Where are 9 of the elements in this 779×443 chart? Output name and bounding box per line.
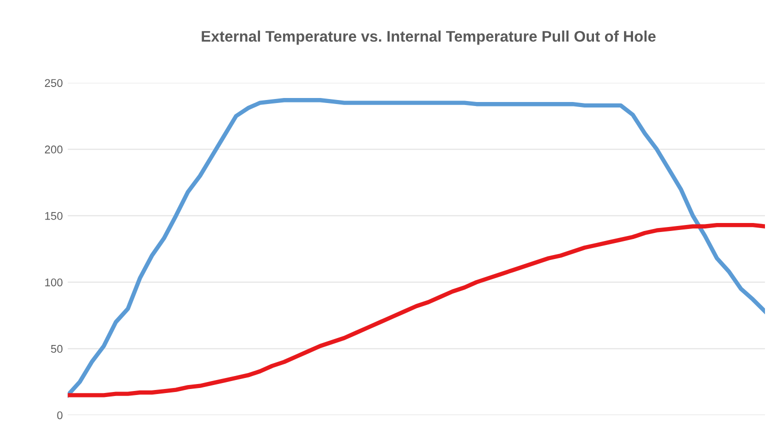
y-tick-label: 150 (45, 212, 62, 220)
y-tick-label: 250 (44, 79, 62, 87)
line-series (68, 222, 765, 398)
line-series (68, 98, 765, 398)
chart-title: External Temperature vs. Internal Temperature Pull Out of Hole (202, 30, 656, 45)
y-tick-label: 200 (44, 146, 62, 154)
y-tick-label: 50 (51, 344, 62, 353)
y-tick-label: 0 (57, 411, 62, 420)
y-tick-label: 100 (45, 278, 62, 286)
